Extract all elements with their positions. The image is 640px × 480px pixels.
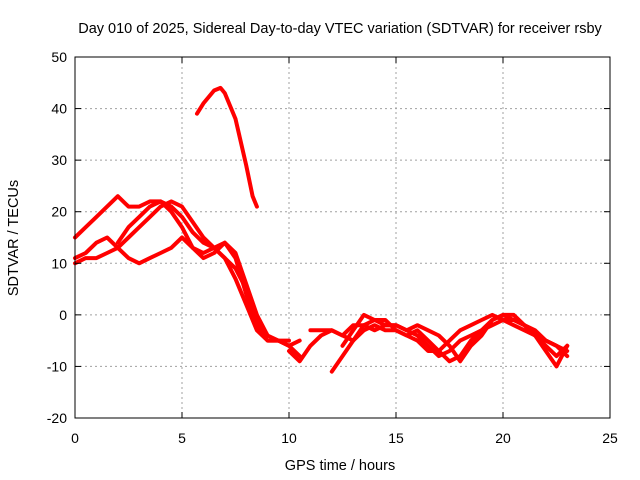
- y-tick-labels: -20 -10 0 10 20 30 40 50: [47, 49, 67, 426]
- series-line-arc-1: [73, 194, 302, 348]
- y-tick-label: 10: [51, 255, 67, 271]
- y-tick-label: 20: [51, 204, 67, 220]
- plot-frame: [74, 56, 611, 419]
- y-tick-label: 50: [51, 49, 67, 65]
- y-axis-label: SDTVAR / TECUs: [6, 180, 22, 296]
- series-line-arc-2: [73, 235, 270, 338]
- x-tick-label: 20: [495, 430, 511, 446]
- y-tick-label: 40: [51, 101, 67, 117]
- y-tick-label: 30: [51, 152, 67, 168]
- x-tick-label: 0: [71, 430, 79, 446]
- series-line-arc-4: [115, 199, 291, 343]
- x-tick-labels: 0 5 10 15 20 25: [71, 430, 618, 446]
- chart-title: Day 010 of 2025, Sidereal Day-to-day VTE…: [78, 21, 602, 37]
- series-line-arc-9: [340, 312, 570, 369]
- x-axis-label: GPS time / hours: [285, 458, 395, 474]
- tick-marks: [74, 56, 611, 419]
- y-tick-label: -10: [47, 358, 67, 374]
- x-tick-label: 5: [178, 430, 186, 446]
- series-layer: [73, 85, 570, 374]
- x-tick-label: 15: [388, 430, 404, 446]
- series-line-arc-5: [195, 85, 259, 209]
- grid: [75, 57, 610, 418]
- x-tick-label: 25: [602, 430, 618, 446]
- y-tick-label: -20: [47, 410, 67, 426]
- y-tick-label: 0: [59, 307, 67, 323]
- x-tick-label: 10: [281, 430, 297, 446]
- series-line-arc-3: [73, 199, 302, 359]
